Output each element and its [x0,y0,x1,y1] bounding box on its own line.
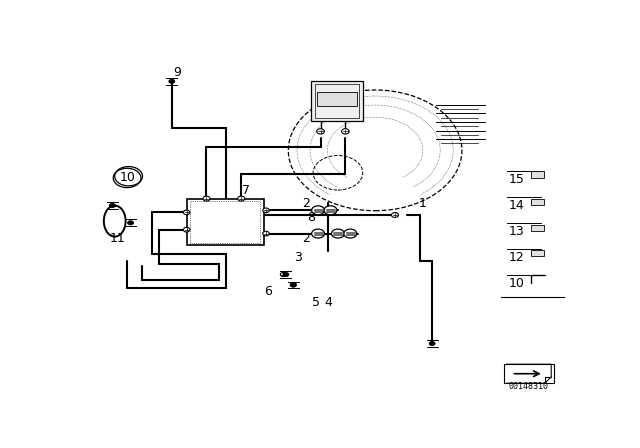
Bar [315,84,359,118]
Circle shape [342,129,349,134]
Circle shape [263,208,269,212]
Text: 6: 6 [264,285,273,298]
Bar [531,225,544,231]
Circle shape [324,206,337,215]
Circle shape [263,231,269,236]
Circle shape [332,229,344,238]
Text: 14: 14 [509,199,525,212]
Text: 8: 8 [307,211,315,224]
Bar [531,199,544,205]
Text: 15: 15 [509,173,525,186]
Circle shape [237,196,244,201]
Circle shape [317,129,324,134]
Text: 9: 9 [173,66,180,79]
Text: 3: 3 [294,251,302,264]
Circle shape [392,212,399,217]
Text: 11: 11 [109,232,125,245]
Circle shape [291,283,296,287]
Circle shape [184,228,190,232]
Circle shape [283,272,289,276]
Circle shape [429,341,435,345]
Bar [187,198,264,245]
Circle shape [203,196,210,201]
Bar [504,364,554,383]
Circle shape [291,283,296,287]
Text: 7: 7 [242,184,250,197]
Circle shape [109,203,115,207]
Circle shape [312,206,324,215]
Text: 13: 13 [509,225,525,238]
Bar [531,172,544,177]
Circle shape [344,229,356,238]
Bar [310,82,363,121]
Text: 5: 5 [312,296,319,309]
Text: 2: 2 [301,197,310,210]
Circle shape [312,229,324,238]
Bar [531,250,544,256]
Text: 12: 12 [509,251,525,264]
Text: 10: 10 [119,172,135,185]
Circle shape [169,79,175,83]
Bar [190,201,260,243]
Text: 2: 2 [301,232,310,245]
Text: 1: 1 [419,197,426,210]
Text: 4: 4 [324,296,332,309]
Circle shape [127,221,134,225]
Bar [317,92,356,106]
Text: 00148310: 00148310 [509,383,549,392]
Text: 10: 10 [509,277,525,290]
Circle shape [280,272,286,276]
Circle shape [184,210,190,215]
